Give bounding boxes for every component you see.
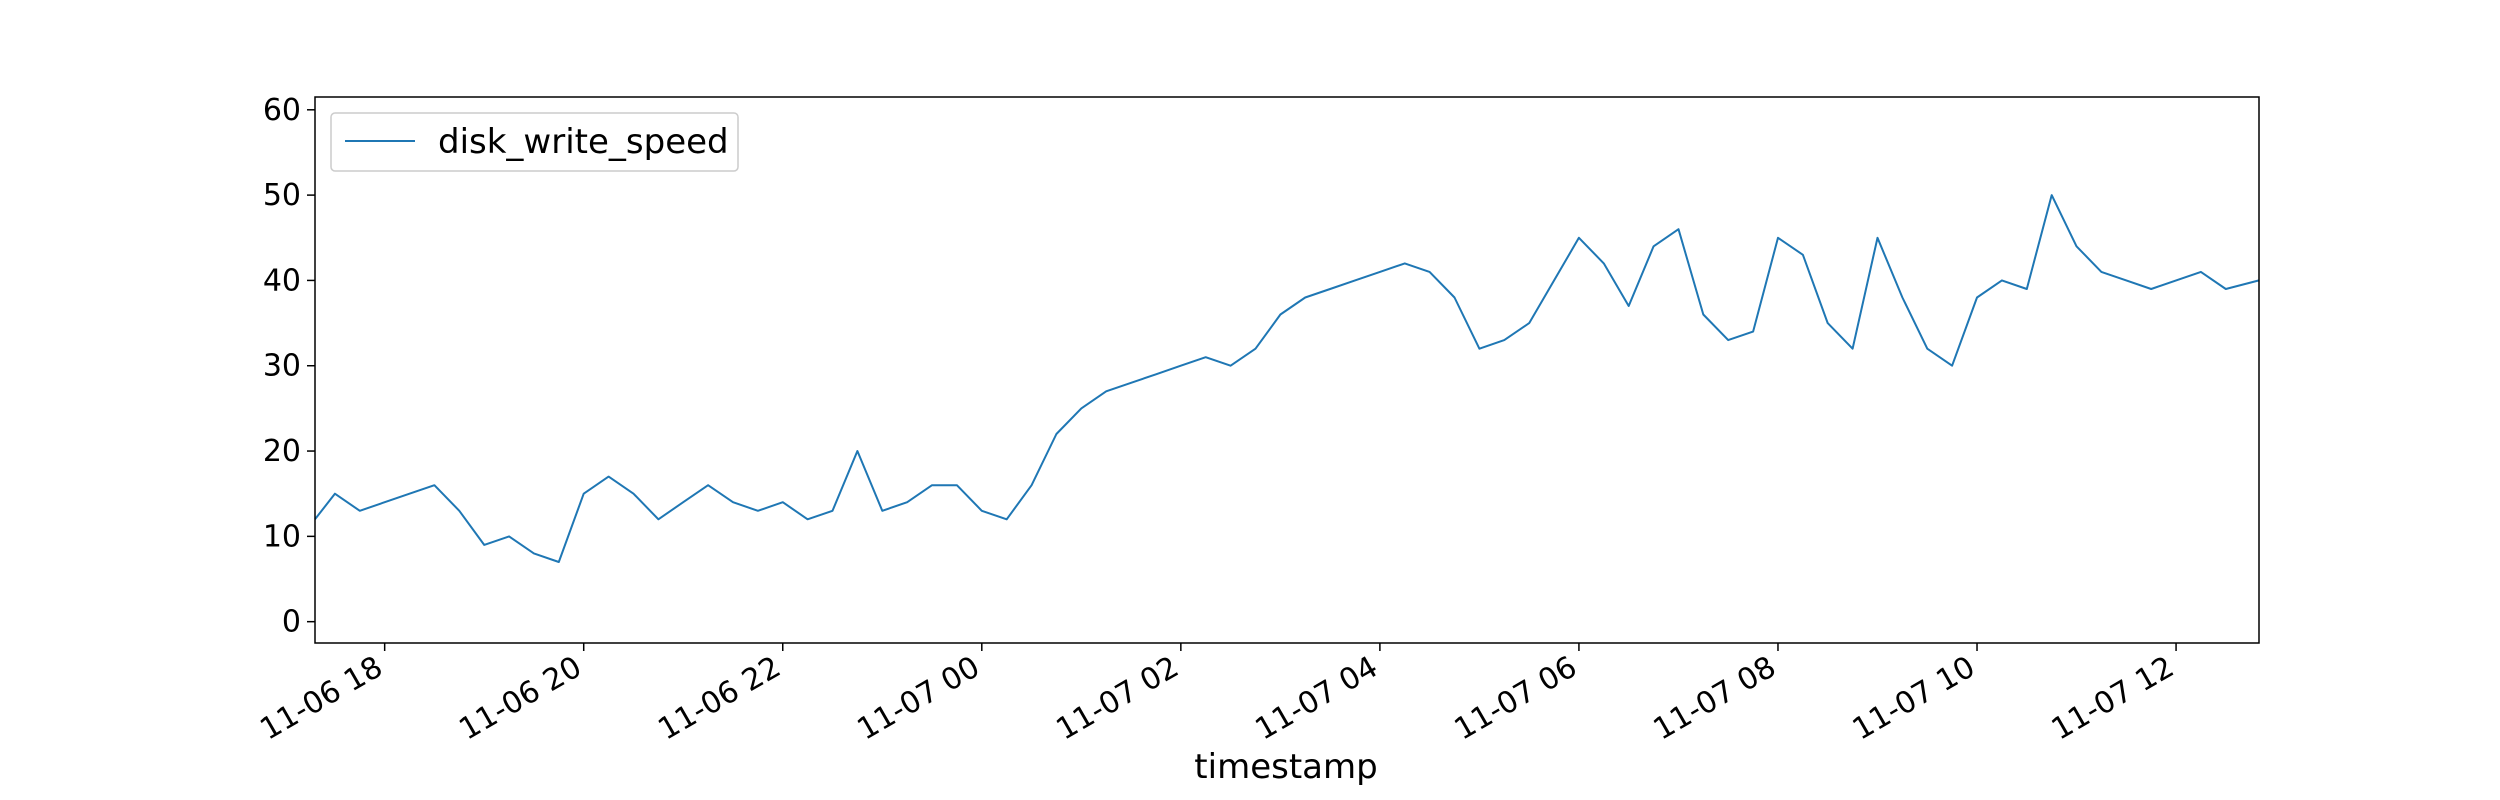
- y-tick-label: 50: [263, 178, 301, 213]
- x-tick-label: 11-07 00: [851, 650, 985, 748]
- x-tick-label: 11-07 06: [1449, 650, 1583, 748]
- y-tick-label: 20: [263, 434, 301, 469]
- x-tick-label: 11-06 22: [652, 650, 786, 748]
- series-line-layer: [314, 194, 2260, 563]
- x-tick-label: 11-07 12: [2046, 650, 2180, 748]
- series-line-disk_write_speed: [314, 194, 2260, 563]
- x-tick-label: 11-07 08: [1648, 650, 1782, 748]
- x-tick-label: 11-07 02: [1051, 650, 1185, 748]
- legend-box: [330, 112, 739, 172]
- legend-label: disk_write_speed: [438, 122, 729, 162]
- x-tick-label: 11-07 04: [1250, 650, 1384, 748]
- y-tick-label: 30: [263, 349, 301, 384]
- plot-frame: [314, 96, 2260, 644]
- x-tick-label: 11-06 18: [254, 650, 388, 748]
- legend: disk_write_speed: [330, 112, 739, 172]
- y-axis: 0 10 20 30 40 50 60: [263, 93, 315, 640]
- y-tick-label: 40: [263, 263, 301, 298]
- x-tick-label: 11-06 20: [453, 650, 587, 748]
- y-tick-label: 10: [263, 519, 301, 554]
- x-axis-title: timestamp: [1194, 747, 1377, 787]
- y-tick-label: 0: [282, 605, 301, 640]
- x-axis: 11-06 18 11-06 20 11-06 22 11-07 00 11-07 02…: [254, 643, 2180, 747]
- x-tick-label: 11-07 10: [1847, 650, 1981, 748]
- y-tick-label: 60: [263, 93, 301, 128]
